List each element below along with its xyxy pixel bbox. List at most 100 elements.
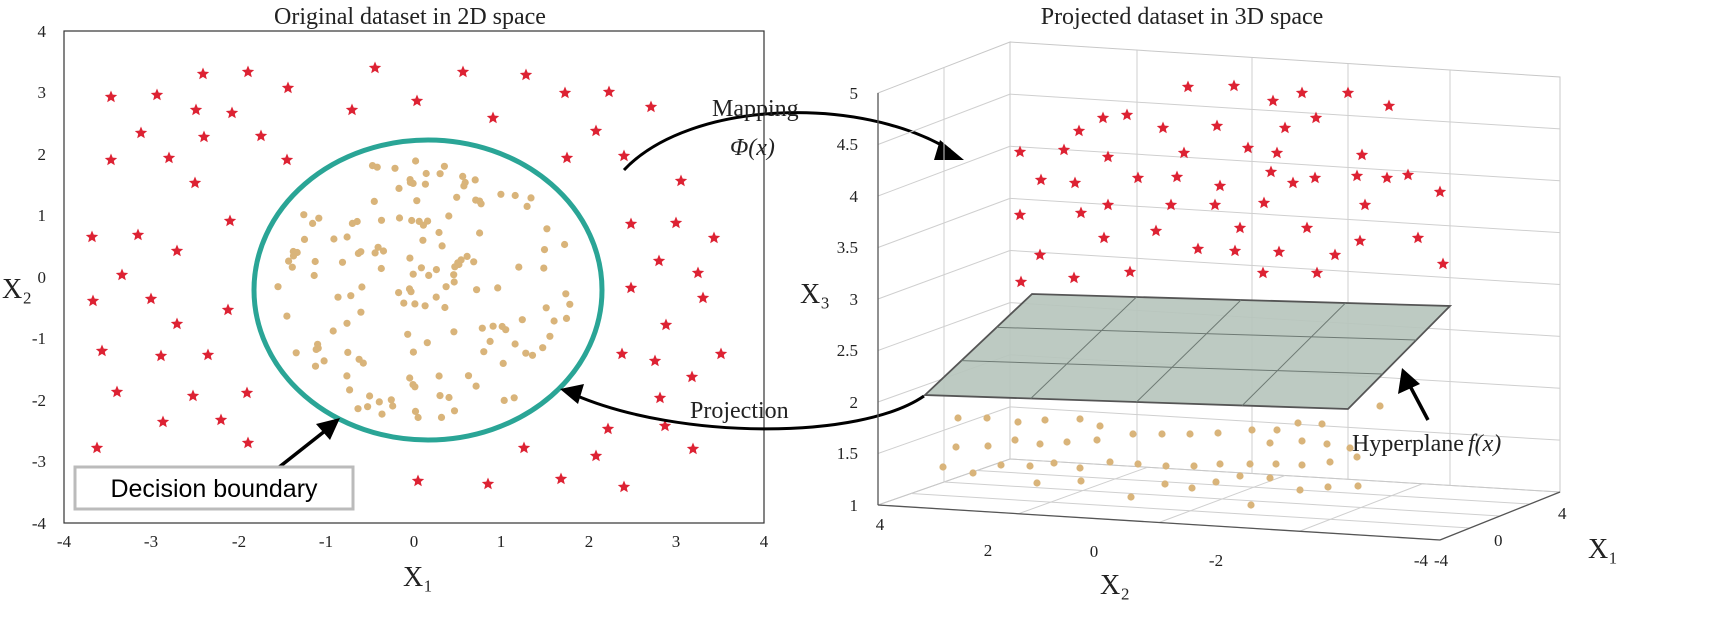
- left-dot-point: [543, 225, 551, 233]
- right-dot-point: [984, 442, 992, 450]
- left-dot-point: [470, 258, 478, 266]
- right-star-point: [1149, 224, 1163, 237]
- right-star-point: [1131, 171, 1145, 184]
- left-star-point: [411, 474, 425, 487]
- right-dot-point: [1076, 415, 1084, 423]
- right-star-point: [1353, 234, 1367, 247]
- right-dot-point: [1036, 440, 1044, 448]
- right-star-point: [1401, 168, 1415, 181]
- left-dot-point: [409, 270, 417, 278]
- left-star-point: [90, 441, 104, 454]
- right-star-point: [1270, 146, 1284, 159]
- left-dot-point: [300, 235, 309, 243]
- left-dot-point: [405, 285, 414, 293]
- hyperplane-label: Hyperplane f(x): [1352, 431, 1501, 457]
- left-dot-point: [408, 216, 416, 225]
- left-y-tick: -3: [32, 452, 46, 471]
- projection-arrow: Projection: [560, 384, 925, 431]
- left-dot-point: [373, 163, 381, 171]
- x2-ticks: 4 2 0 -2 -4: [876, 515, 1429, 570]
- left-dot-point: [494, 284, 502, 292]
- wall-grid-line: [1009, 250, 1561, 285]
- left-dot-point: [417, 264, 425, 272]
- left-dot-point: [283, 312, 291, 320]
- left-star-point: [648, 354, 662, 367]
- left-dot-point: [432, 293, 440, 301]
- right-dot-point: [954, 414, 962, 422]
- right-star-point: [1096, 111, 1110, 124]
- z-tick: 3: [850, 290, 859, 309]
- left-star-point: [589, 449, 603, 462]
- left-dot-point: [378, 410, 386, 418]
- left-star-point: [368, 61, 382, 74]
- left-dot-point: [472, 382, 480, 390]
- x1-tick: 0: [1494, 531, 1503, 550]
- left-star-point: [601, 422, 615, 435]
- left-dot-point: [395, 184, 403, 192]
- right-dot-point: [1026, 462, 1034, 470]
- left-star-points: [85, 61, 728, 493]
- left-star-point: [104, 153, 118, 166]
- projection-arrow-head: [560, 384, 584, 404]
- left-dot-point: [435, 372, 443, 380]
- right-star-point: [1355, 148, 1369, 161]
- z-tick: 2: [850, 393, 859, 412]
- right-star-point: [1286, 176, 1300, 189]
- right-dot-point: [1326, 458, 1334, 466]
- left-dot-point: [511, 191, 519, 200]
- left-dot-point: [310, 271, 318, 280]
- left-xlabel: X₁: [403, 562, 433, 593]
- right-dot-point: [1266, 474, 1274, 482]
- left-star-point: [189, 103, 203, 116]
- left-dot-point: [406, 374, 414, 382]
- left-star-point: [170, 244, 184, 257]
- left-star-point: [223, 214, 237, 227]
- left-star-point: [110, 385, 124, 398]
- hyperplane-callout: Hyperplane f(x): [1352, 368, 1501, 457]
- hyperplane-grid-line: [996, 326, 1417, 341]
- left-dot-point: [355, 355, 363, 363]
- right-star-point: [1101, 198, 1115, 211]
- left-star-point: [214, 413, 228, 426]
- right-star-point: [1210, 119, 1224, 132]
- right-dot-point: [1296, 486, 1304, 494]
- left-star-point: [170, 317, 184, 330]
- left-star-point: [519, 68, 533, 81]
- right-star-point: [1241, 141, 1255, 154]
- left-dot-point: [344, 348, 352, 356]
- left-star-point: [281, 81, 295, 94]
- right-star-point: [1228, 244, 1242, 257]
- hyperplane-grid-line: [961, 360, 1383, 375]
- right-dot-point: [1354, 482, 1362, 490]
- right-dot-point: [1324, 483, 1332, 491]
- left-dot-point: [489, 322, 497, 330]
- left-dot-point: [562, 314, 571, 322]
- right-star-point: [1181, 80, 1195, 93]
- left-dot-point: [274, 283, 282, 291]
- left-dot-point: [320, 357, 328, 365]
- left-dot-point: [406, 254, 414, 262]
- right-dot-point: [1161, 480, 1169, 488]
- left-dot-point: [450, 271, 458, 279]
- left-dot-point: [500, 396, 508, 404]
- left-dot-point: [329, 327, 337, 335]
- x1-tick: 4: [1558, 504, 1567, 523]
- left-dot-point: [510, 394, 518, 402]
- hyperplane-arrow-shaft: [1408, 385, 1430, 421]
- left-dot-point: [440, 162, 448, 170]
- right-dot-point: [1247, 501, 1255, 509]
- right-star-point: [1257, 196, 1271, 209]
- left-star-point: [617, 480, 631, 493]
- wall-grid-line: [1009, 145, 1561, 182]
- left-dot-point: [528, 351, 537, 359]
- right-dot-point: [1129, 430, 1137, 438]
- right-star-point: [1097, 231, 1111, 244]
- left-y-tick: 3: [38, 83, 47, 102]
- left-dot-point: [357, 248, 365, 256]
- left-star-point: [602, 85, 616, 98]
- left-dot-point: [358, 283, 366, 291]
- left-star-point: [696, 291, 710, 304]
- left-dot-point: [546, 332, 554, 340]
- left-star-point: [196, 67, 210, 80]
- left-title: Original dataset in 2D space: [274, 4, 546, 30]
